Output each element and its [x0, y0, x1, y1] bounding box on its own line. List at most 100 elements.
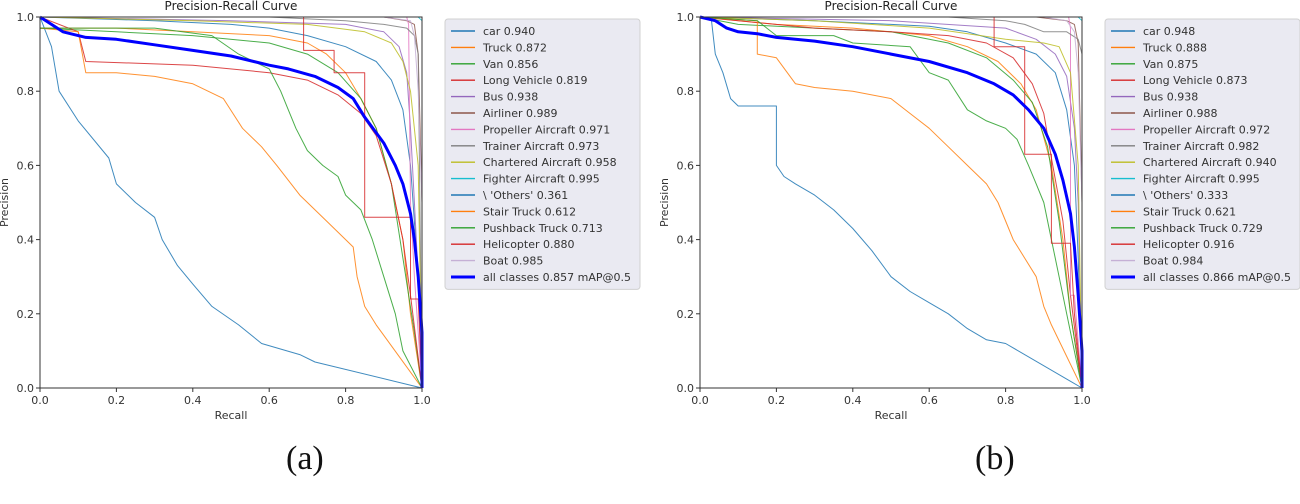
series-line-1: [699, 16, 1083, 389]
series-line-11: [699, 16, 1083, 389]
y-tick-label: 0.4: [17, 234, 35, 247]
legend-item: Trainer Aircraft 0.973: [451, 140, 599, 153]
legend-item: all classes 0.857 mAP@0.5: [451, 271, 631, 284]
legend: car 0.948 Truck 0.888 Van 0.875 Long Vehicl…: [1104, 18, 1300, 290]
y-axis-label: Precision: [658, 178, 671, 227]
series-line-8: [39, 16, 423, 389]
x-tick-label: 0.0: [691, 394, 709, 407]
y-tick-label: 0.0: [17, 382, 35, 395]
legend-item: all classes 0.866 mAP@0.5: [1111, 271, 1291, 284]
series-group: [699, 15, 1084, 389]
series-line-2: [699, 16, 1083, 389]
legend-item: Bus 0.938: [451, 91, 538, 104]
legend-label: Boat 0.985: [483, 255, 543, 268]
legend-label: Van 0.875: [1143, 58, 1198, 71]
pr-curve-chart-b: Precision-Recall Curve 0.0 0.2 0.4 0.6 0.8 1.0…: [658, 0, 1300, 422]
y-tick-label: 1.0: [17, 11, 35, 24]
legend-label: Boat 0.984: [1143, 255, 1203, 268]
legend-label: Pushback Truck 0.713: [483, 222, 603, 235]
x-axis-label: Recall: [875, 409, 908, 422]
series-line-15: [39, 15, 424, 388]
axes-frame: [699, 16, 1083, 389]
legend-item: Airliner 0.988: [1111, 107, 1217, 120]
chart-panel-b: Precision-Recall Curve 0.0 0.2 0.4 0.6 0.8 1.0…: [658, 0, 1300, 504]
y-tick-label: 0.2: [17, 308, 35, 321]
legend-item: Bus 0.938: [1111, 91, 1198, 104]
x-axis-label: Recall: [215, 409, 248, 422]
legend-item: Fighter Aircraft 0.995: [451, 173, 600, 186]
legend-label: Long Vehicle 0.873: [1143, 74, 1247, 87]
y-tick-label: 0.2: [677, 308, 695, 321]
x-tick-label: 0.2: [108, 394, 126, 407]
legend-item: Pushback Truck 0.729: [1111, 222, 1263, 235]
legend-label: car 0.940: [483, 25, 535, 38]
legend-label: Van 0.856: [483, 58, 538, 71]
series-line-15: [699, 15, 1084, 388]
legend-item: Stair Truck 0.612: [451, 205, 576, 218]
legend-item: \ 'Others' 0.361: [451, 189, 568, 202]
legend-label: all classes 0.857 mAP@0.5: [483, 271, 631, 284]
legend-item: Chartered Aircraft 0.958: [451, 156, 617, 169]
legend-item: \ 'Others' 0.333: [1111, 189, 1228, 202]
legend-label: Helicopter 0.880: [483, 238, 575, 251]
legend-item: Fighter Aircraft 0.995: [1111, 173, 1260, 186]
legend-item: Helicopter 0.880: [451, 238, 575, 251]
legend-label: Airliner 0.988: [1143, 107, 1217, 120]
series-line-13: [700, 16, 1083, 389]
legend-label: all classes 0.866 mAP@0.5: [1143, 271, 1291, 284]
legend-item: Propeller Aircraft 0.972: [1111, 123, 1270, 136]
legend-item: Truck 0.888: [1111, 41, 1207, 54]
x-tick-label: 0.6: [260, 394, 278, 407]
series-line-7: [700, 16, 1083, 388]
series-line-3: [39, 16, 423, 389]
plot-area: [40, 17, 422, 388]
legend-label: Propeller Aircraft 0.971: [483, 123, 610, 136]
legend-label: Pushback Truck 0.729: [1143, 222, 1263, 235]
series-line-12: [40, 27, 423, 389]
legend-item: car 0.940: [451, 25, 535, 38]
legend-item: Boat 0.985: [451, 255, 543, 268]
legend-label: Truck 0.888: [1142, 41, 1207, 54]
series-line-4: [699, 16, 1083, 389]
legend-item: Long Vehicle 0.819: [451, 74, 587, 87]
series-line-7: [40, 16, 423, 389]
legend-label: Propeller Aircraft 0.972: [1143, 123, 1270, 136]
y-tick-label: 0.4: [677, 234, 695, 247]
legend-item: Stair Truck 0.621: [1111, 205, 1236, 218]
x-tick-label: 1.0: [1073, 394, 1091, 407]
panel-caption-b: (b): [975, 440, 1015, 477]
y-tick-label: 0.6: [17, 159, 35, 172]
x-tick-label: 0.4: [844, 394, 862, 407]
series-line-0: [699, 16, 1083, 389]
series-line-10: [39, 16, 423, 389]
legend-label: Chartered Aircraft 0.958: [483, 156, 617, 169]
series-line-11: [39, 27, 423, 389]
legend-item: car 0.948: [1111, 25, 1195, 38]
chart-panel-a: Precision-Recall Curve 0.0 0.2 0.4 0.6 0.8 1.0…: [0, 0, 641, 477]
legend-label: Trainer Aircraft 0.982: [1142, 140, 1259, 153]
axes-frame: [39, 16, 423, 389]
series-line-3: [699, 16, 1083, 389]
legend-item: Pushback Truck 0.713: [451, 222, 603, 235]
y-tick-label: 0.0: [677, 382, 695, 395]
legend-label: Helicopter 0.916: [1143, 238, 1235, 251]
x-tick-label: 0.4: [184, 394, 202, 407]
y-tick-label: 0.8: [677, 85, 695, 98]
plot-area: [700, 17, 1082, 388]
y-tick-label: 1.0: [677, 11, 695, 24]
legend: car 0.940 Truck 0.872 Van 0.856 Long Vehicl…: [444, 18, 641, 290]
chart-title: Precision-Recall Curve: [165, 0, 298, 13]
legend-item: Propeller Aircraft 0.971: [451, 123, 610, 136]
series-line-8: [699, 16, 1083, 389]
legend-label: Fighter Aircraft 0.995: [1143, 173, 1260, 186]
x-tick-label: 0.6: [920, 394, 938, 407]
legend-label: Stair Truck 0.612: [483, 205, 576, 218]
legend-label: \ 'Others' 0.333: [1143, 189, 1228, 202]
legend-item: Airliner 0.989: [451, 107, 557, 120]
x-tick-label: 0.0: [31, 394, 49, 407]
legend-item: Long Vehicle 0.873: [1111, 74, 1247, 87]
legend-label: \ 'Others' 0.361: [483, 189, 568, 202]
legend-item: Van 0.856: [451, 58, 538, 71]
y-axis-label: Precision: [0, 178, 11, 227]
series-line-4: [39, 16, 423, 389]
